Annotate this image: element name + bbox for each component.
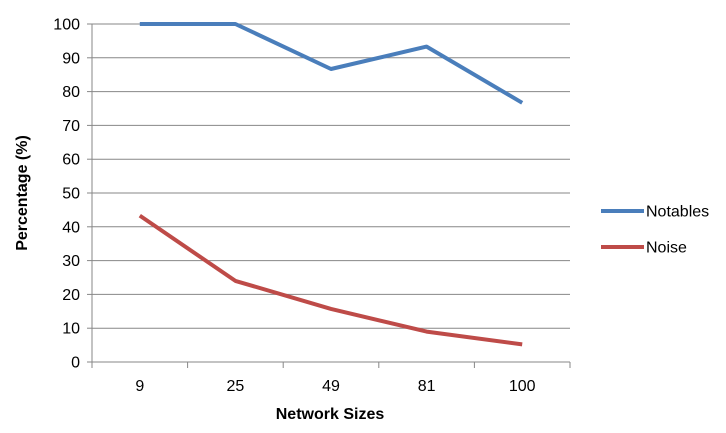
series-line-noise: [140, 216, 522, 345]
y-tick-label: 20: [62, 287, 80, 304]
x-tick-label: 49: [322, 378, 340, 395]
y-tick-label: 40: [62, 219, 80, 236]
x-tick-label: 25: [227, 378, 245, 395]
y-axis-title: Percentage (%): [14, 135, 31, 251]
legend-label-noise: Noise: [646, 240, 687, 257]
legend: Notables Noise: [601, 204, 709, 257]
legend-label-notables: Notables: [646, 204, 709, 221]
series-line-notables: [140, 24, 522, 103]
y-tick-label: 90: [62, 50, 80, 67]
x-axis-title: Network Sizes: [276, 406, 385, 423]
x-tick-label: 81: [418, 378, 436, 395]
axes: [87, 24, 570, 368]
y-tick-label: 50: [62, 186, 80, 203]
y-tick-label: 80: [62, 84, 80, 101]
y-tick-label: 70: [62, 118, 80, 135]
x-tick-label: 9: [135, 378, 144, 395]
y-tick-label: 60: [62, 152, 80, 169]
y-tick-label: 100: [53, 17, 80, 34]
series-lines: [140, 24, 522, 344]
y-tick-label: 30: [62, 253, 80, 270]
y-tick-label: 10: [62, 321, 80, 338]
y-tick-label: 0: [71, 355, 80, 372]
x-tick-label: 100: [509, 378, 536, 395]
